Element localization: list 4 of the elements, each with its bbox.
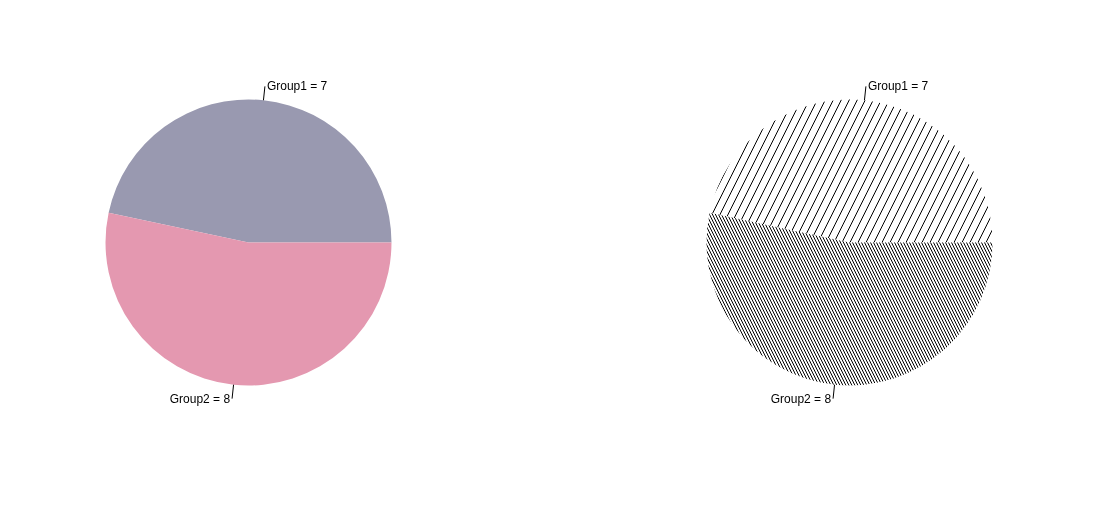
slice-label: Group1 = 7 xyxy=(266,79,328,94)
slice-label: Group1 = 7 xyxy=(867,79,929,94)
slice-label: Group2 = 8 xyxy=(169,391,231,406)
slice-label: Group2 = 8 xyxy=(770,391,832,406)
